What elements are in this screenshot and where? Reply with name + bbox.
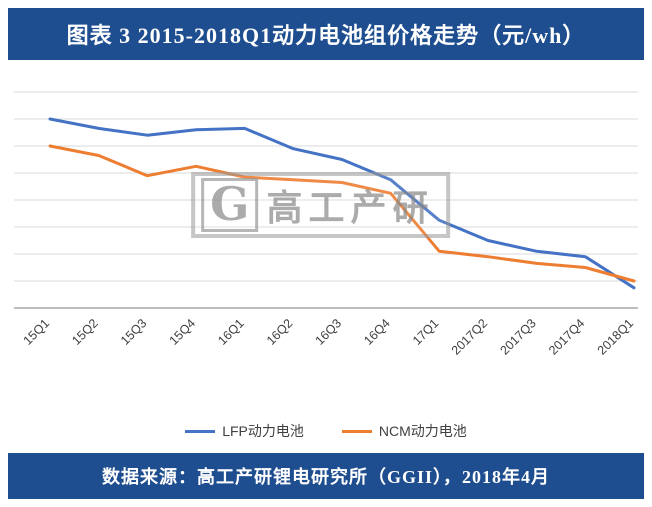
legend-item-ncm: NCM动力电池 — [341, 421, 467, 441]
header-bar: 图表 3 2015-2018Q1动力电池组价格走势（元/wh） — [8, 8, 644, 60]
x-tick-label: 2017Q4 — [546, 316, 587, 357]
legend-item-lfp: LFP动力电池 — [185, 421, 304, 441]
x-tick-label: 16Q1 — [215, 316, 247, 348]
ncm-series-line — [48, 144, 636, 283]
legend-label-lfp: LFP动力电池 — [222, 423, 304, 439]
footer-bar: 数据来源：高工产研锂电研究所（GGII），2018年4月 — [8, 453, 644, 499]
x-tick-label: 15Q3 — [118, 316, 150, 348]
chart-region: 15Q1 15Q2 15Q3 15Q4 16Q1 16Q2 16Q3 16Q4 17Q1 2017… — [8, 60, 644, 453]
chart: 15Q1 15Q2 15Q3 15Q4 16Q1 16Q2 16Q3 16Q4 17Q1 2017… — [8, 60, 644, 419]
x-tick-label: 17Q1 — [410, 316, 442, 348]
price-trend-line-chart: 15Q1 15Q2 15Q3 15Q4 16Q1 16Q2 16Q3 16Q4 17Q1 2017… — [14, 91, 638, 358]
x-tick-label: 15Q4 — [167, 316, 199, 348]
ncm-line-swatch — [341, 429, 372, 433]
x-tick-label: 2018Q1 — [595, 316, 636, 357]
x-tick-label: 16Q2 — [264, 316, 296, 348]
lfp-line-swatch — [185, 429, 216, 433]
chart-title: 图表 3 2015-2018Q1动力电池组价格走势（元/wh） — [66, 23, 586, 48]
x-tick-label: 16Q3 — [313, 316, 345, 348]
x-tick-label: 2017Q2 — [449, 316, 490, 357]
x-tick-label: 15Q1 — [21, 316, 53, 348]
legend-label-ncm: NCM动力电池 — [378, 423, 467, 439]
data-source-text: 数据来源：高工产研锂电研究所（GGII），2018年4月 — [101, 467, 550, 487]
x-tick-label: 2017Q3 — [497, 316, 538, 357]
x-tick-label: 16Q4 — [361, 316, 393, 348]
figure-frame: 图表 3 2015-2018Q1动力电池组价格走势（元/wh） 15Q1 15Q2… — [8, 8, 644, 499]
lfp-series-line — [48, 117, 636, 290]
x-tick-label: 15Q2 — [69, 316, 101, 348]
legend: LFP动力电池 NCM动力电池 — [8, 419, 644, 453]
